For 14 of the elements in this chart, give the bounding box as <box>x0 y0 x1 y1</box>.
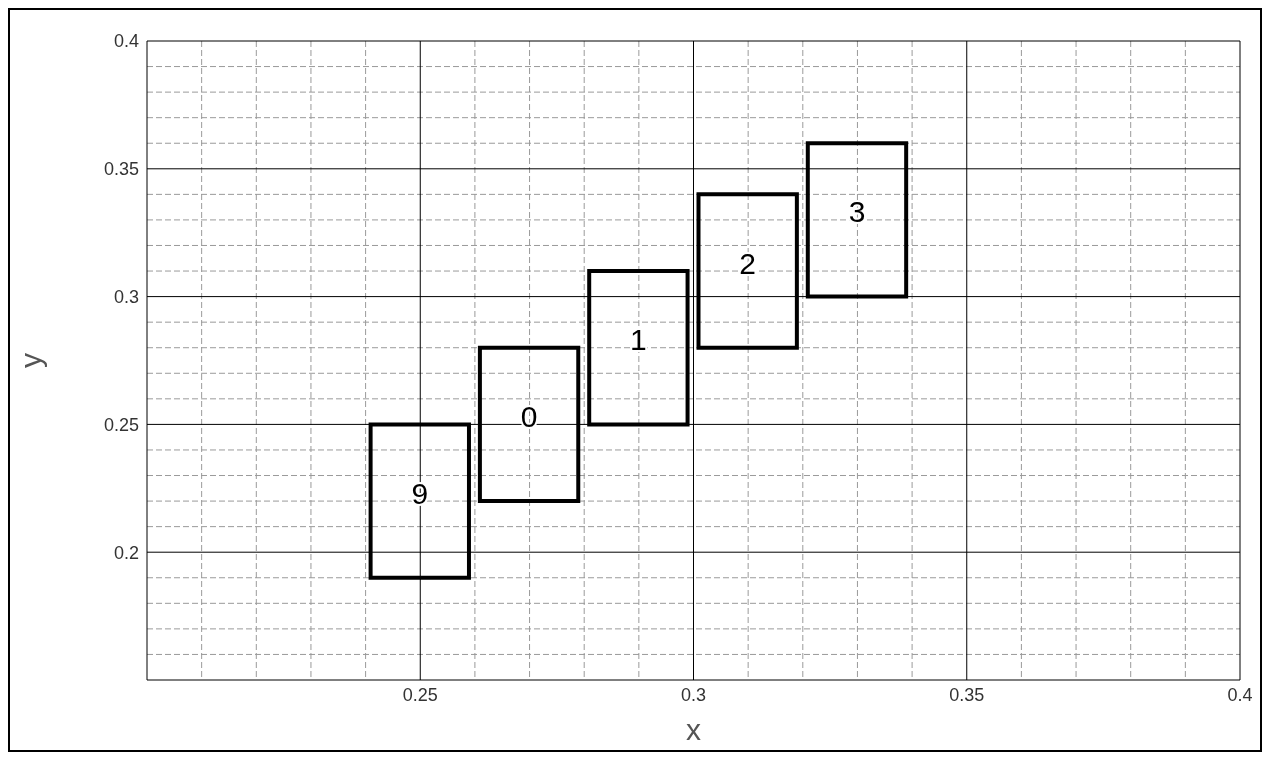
annotation: 1 <box>630 323 647 357</box>
y-axis-title: y <box>13 353 47 368</box>
x-axis-title: x <box>686 713 701 746</box>
y-tick-label: 0.2 <box>113 542 139 563</box>
annotation: 3 <box>848 195 866 229</box>
y-tick-label: 0.4 <box>113 31 139 52</box>
x-tick-label: 0.35 <box>949 684 985 705</box>
annotation: 2 <box>739 246 757 280</box>
x-tick-label: 0.3 <box>680 684 707 705</box>
y-tick-label: 0.3 <box>113 286 139 307</box>
y-tick-label: 0.25 <box>103 414 139 435</box>
y-tick-label: 0.35 <box>103 159 139 180</box>
x-tick-label: 0.4 <box>1227 684 1253 705</box>
x-tick-label: 0.25 <box>402 684 438 705</box>
